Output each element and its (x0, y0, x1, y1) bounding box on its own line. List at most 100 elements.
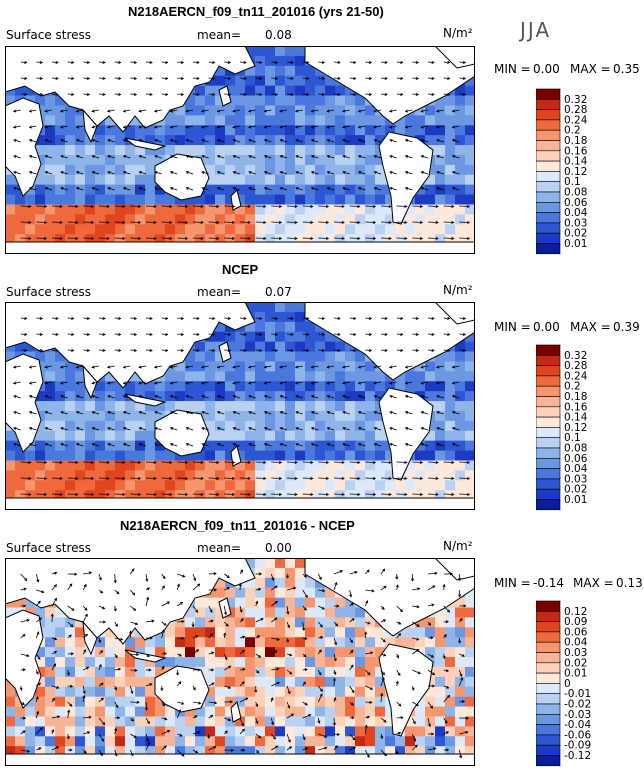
panel-3-field-cell (95, 666, 106, 678)
panel-2-wind-arrowhead (122, 443, 127, 446)
panel-3-field-cell (175, 617, 186, 628)
panel-3-wind-vector (427, 572, 437, 575)
panel-2-field-cell (125, 490, 136, 501)
panel-1-wind-arrowhead (133, 60, 138, 64)
panel-1-wind-arrowhead (404, 109, 409, 113)
panel-3-field-cell (125, 716, 136, 727)
panel-3-field-cell (85, 657, 96, 668)
panel-1-wind-vector (239, 93, 247, 95)
panel-3-wind-arrowhead (395, 576, 399, 580)
panel-1-field-cell (435, 224, 446, 235)
panel-2-wind-vector (224, 317, 231, 319)
panel-2-wind-arrowhead (44, 395, 48, 398)
panel-2-colorbar-swatch (535, 355, 561, 366)
panel-2-wind-vector (443, 493, 454, 495)
panel-1-wind-vector (170, 155, 178, 159)
panel-3-field-cell (325, 657, 336, 668)
panel-1-wind-vector (318, 237, 329, 239)
panel-2-wind-arrowhead (248, 395, 252, 398)
panel-1-field-cell (255, 174, 266, 185)
panel-1-field-cell (45, 125, 56, 136)
panel-1-wind-arrowhead (169, 109, 174, 113)
panel-3-field-cell (65, 706, 76, 717)
panel-1-wind-arrowhead (388, 125, 393, 129)
panel-1-field-cell (165, 214, 176, 225)
panel-3-field-cell (295, 696, 306, 707)
panel-3-min-label: MIN = (494, 576, 531, 590)
panel-2-wind-arrowhead (248, 443, 252, 446)
panel-3-wind-vector (317, 693, 323, 703)
panel-2-wind-vector (358, 365, 366, 368)
panel-1-field-cell (125, 204, 136, 215)
panel-1-field-cell (315, 214, 326, 225)
panel-2-field-cell (385, 480, 396, 491)
panel-2-wind-arrowhead (13, 443, 17, 446)
panel-1-wind-vector (255, 77, 262, 79)
panel-3-field-cell (165, 716, 176, 727)
panel-1-wind-vector (154, 109, 162, 112)
panel-1-field-cell (285, 234, 296, 245)
panel-1-field-cell (465, 75, 475, 86)
panel-3-wind-arrowhead (56, 686, 60, 689)
panel-2-wind-arrowhead (400, 332, 404, 336)
panel-1-field-cell (285, 214, 296, 225)
panel-3-field-cell (125, 637, 136, 648)
panel-1-field-cell (375, 224, 386, 235)
panel-1-wind-arrowhead (137, 236, 142, 240)
panel-1-wind-arrowhead (341, 236, 345, 240)
panel-2-wind-arrowhead (451, 460, 455, 464)
panel-3-wind-arrowhead (369, 686, 374, 690)
panel-1-field-cell (5, 214, 16, 225)
panel-3-wind-arrowhead (445, 620, 449, 624)
panel-2-field-cell (445, 470, 456, 481)
panel-2-field-cell (335, 410, 346, 422)
panel-1-wind-vector (271, 61, 278, 63)
panel-2-field-cell (325, 401, 336, 412)
panel-3-field-cell (405, 637, 416, 648)
panel-1-field-cell (145, 224, 156, 235)
panel-1-wind-vector (177, 77, 184, 79)
panel-2-wind-vector (192, 333, 200, 335)
panel-2-wind-arrowhead (75, 365, 80, 369)
panel-1-wind-vector (302, 93, 309, 95)
panel-1-wind-vector (51, 221, 63, 223)
panel-3-field-cell (55, 726, 66, 737)
panel-3-wind-vector (192, 573, 196, 581)
panel-3-field-cell (5, 607, 16, 618)
panel-2-wind-arrowhead (231, 476, 236, 480)
panel-1-mean-label: mean= (197, 28, 242, 42)
panel-2-wind-arrowhead (247, 476, 251, 480)
panel-2-field-cell (425, 371, 436, 382)
panel-1-field-cell (265, 154, 276, 166)
panel-1-field-cell (85, 184, 96, 195)
panel-2-wind-vector (67, 477, 78, 479)
panel-1-wind-vector (271, 205, 282, 207)
panel-3-wind-vector (458, 677, 463, 687)
panel-1-wind-vector (436, 109, 444, 112)
panel-1-wind-vector (333, 221, 345, 223)
panel-1-wind-arrowhead (279, 187, 283, 190)
panel-2-wind-vector (51, 333, 59, 335)
panel-3-field-cell (335, 686, 346, 697)
panel-1-wind-arrowhead (91, 187, 95, 190)
panel-3-wind-vector (365, 669, 371, 675)
panel-2-wind-vector (389, 381, 397, 384)
panel-1-field-cell (75, 184, 86, 195)
panel-3-field-cell (355, 706, 366, 717)
panel-1-wind-arrowhead (185, 155, 189, 158)
panel-1-field-cell (275, 85, 286, 96)
panel-2-wind-vector (92, 365, 100, 368)
panel-1-wind-vector (358, 171, 366, 175)
panel-1-wind-vector (60, 139, 68, 143)
panel-2-field-cell (295, 420, 306, 432)
panel-2-wind-arrowhead (43, 492, 48, 496)
panel-2-wind-vector (396, 349, 403, 351)
panel-1-field-cell (445, 214, 456, 225)
panel-3-wind-arrowhead (149, 683, 153, 687)
panel-2-wind-arrowhead (353, 348, 357, 352)
panel-3-field-cell (245, 746, 256, 757)
panel-3-wind-vector (427, 604, 434, 607)
panel-1-field-cell (175, 115, 186, 126)
panel-2-field-cell (325, 351, 336, 362)
panel-3-field-cell (245, 637, 256, 648)
